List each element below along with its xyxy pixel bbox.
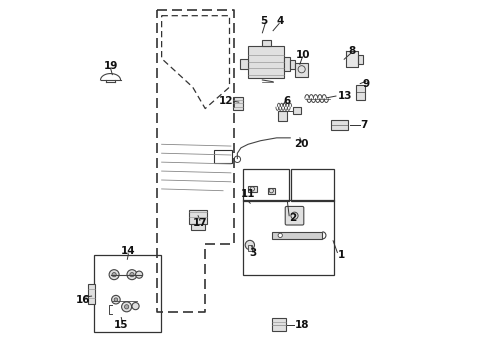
Bar <box>242 200 333 275</box>
Bar <box>262 40 271 46</box>
Polygon shape <box>346 51 357 67</box>
Circle shape <box>127 270 137 280</box>
Text: 9: 9 <box>362 78 369 89</box>
Bar <box>242 169 288 202</box>
Text: 12: 12 <box>219 96 233 107</box>
Bar <box>292 108 300 114</box>
Text: 15: 15 <box>114 320 128 330</box>
Text: 7: 7 <box>360 120 367 130</box>
Bar <box>189 210 206 224</box>
Bar <box>267 188 274 194</box>
Bar <box>271 318 285 331</box>
Text: 6: 6 <box>283 96 290 107</box>
Text: 16: 16 <box>76 295 90 305</box>
Bar <box>283 57 290 71</box>
Text: 11: 11 <box>240 189 255 199</box>
FancyBboxPatch shape <box>285 206 303 225</box>
Circle shape <box>124 305 128 309</box>
Text: 17: 17 <box>192 218 207 228</box>
Bar <box>272 232 322 239</box>
Bar <box>294 63 307 77</box>
Text: 18: 18 <box>294 320 308 330</box>
Circle shape <box>130 273 134 277</box>
Text: 19: 19 <box>103 61 118 71</box>
Bar <box>88 284 95 303</box>
Bar <box>247 186 256 192</box>
Text: 4: 4 <box>276 16 284 26</box>
Bar <box>357 55 363 64</box>
Bar <box>94 255 160 332</box>
Bar <box>247 245 251 251</box>
Bar <box>240 59 247 69</box>
Text: 2: 2 <box>288 212 296 222</box>
Bar <box>232 97 243 110</box>
Bar <box>190 224 205 230</box>
Bar <box>356 85 365 100</box>
Text: 14: 14 <box>121 247 136 256</box>
Text: 20: 20 <box>294 139 308 149</box>
FancyBboxPatch shape <box>278 111 287 121</box>
Circle shape <box>122 302 131 312</box>
Text: 1: 1 <box>337 250 344 260</box>
Circle shape <box>109 270 119 280</box>
Text: 10: 10 <box>296 50 310 60</box>
Circle shape <box>132 302 139 310</box>
Bar <box>290 60 294 68</box>
Circle shape <box>278 233 282 238</box>
Bar <box>290 169 333 202</box>
Circle shape <box>135 271 142 278</box>
Circle shape <box>114 298 118 301</box>
Circle shape <box>112 273 116 277</box>
Text: 13: 13 <box>337 91 351 101</box>
Text: 8: 8 <box>347 46 355 57</box>
Text: 5: 5 <box>260 16 267 26</box>
Bar <box>214 150 231 163</box>
Circle shape <box>111 296 120 304</box>
Circle shape <box>244 240 254 249</box>
Text: 3: 3 <box>249 248 257 258</box>
Bar <box>330 120 347 130</box>
Bar <box>247 46 283 78</box>
